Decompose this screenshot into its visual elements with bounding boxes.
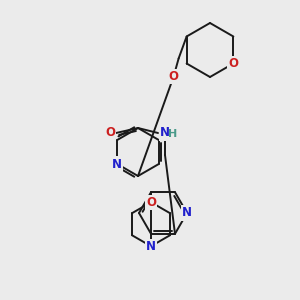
Text: N: N [160, 127, 170, 140]
Text: N: N [182, 206, 192, 220]
Text: O: O [105, 127, 115, 140]
Text: N: N [112, 158, 122, 170]
Text: O: O [228, 57, 239, 70]
Text: N: N [146, 240, 156, 253]
Text: H: H [168, 129, 178, 139]
Text: O: O [146, 196, 156, 209]
Text: O: O [169, 70, 178, 83]
